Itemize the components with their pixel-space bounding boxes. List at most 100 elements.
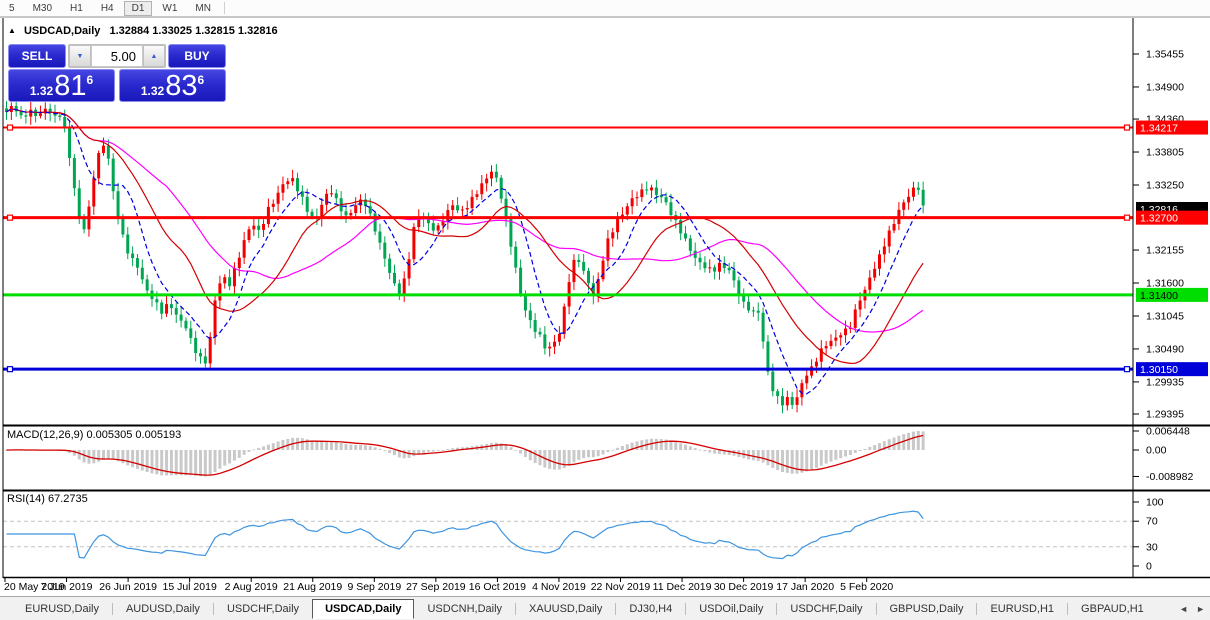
line-handle[interactable] bbox=[6, 366, 14, 373]
line-handle[interactable] bbox=[6, 214, 14, 221]
line-price-tag bbox=[1136, 287, 1208, 302]
candle bbox=[189, 320, 193, 344]
macd-bar bbox=[499, 443, 503, 450]
chart-tab-usdcad-daily[interactable]: USDCAD,Daily bbox=[312, 599, 415, 619]
macd-bar bbox=[703, 450, 707, 452]
chart-tab-audusd-daily[interactable]: AUDUSD,Daily bbox=[125, 603, 200, 615]
candle bbox=[756, 302, 760, 321]
sell-button[interactable]: SELL bbox=[8, 44, 66, 68]
candle bbox=[29, 101, 33, 125]
macd-bar bbox=[572, 450, 576, 463]
macd-bar bbox=[426, 450, 430, 452]
line-handle[interactable] bbox=[1123, 124, 1131, 131]
timeframe-button-d1[interactable]: D1 bbox=[123, 0, 153, 16]
macd-tick-label: -0.008982 bbox=[1146, 471, 1193, 483]
macd-bar bbox=[819, 450, 823, 466]
chart-tab-eurusd-daily[interactable]: EURUSD,Daily bbox=[25, 603, 99, 615]
macd-bar bbox=[519, 450, 523, 454]
candle bbox=[611, 227, 615, 247]
date-label: 16 Oct 2019 bbox=[469, 581, 526, 593]
candle bbox=[388, 253, 392, 280]
date-label: 26 Jun 2019 bbox=[99, 581, 157, 593]
macd-bar bbox=[829, 450, 833, 462]
candle bbox=[868, 270, 872, 296]
timeframe-button-5[interactable]: 5 bbox=[9, 2, 15, 14]
volume-decrease-button[interactable]: ▼ bbox=[69, 45, 91, 67]
timeframe-button-w1[interactable]: W1 bbox=[162, 2, 178, 14]
collapse-chart-icon[interactable]: ▲ bbox=[8, 26, 16, 35]
line-handle[interactable] bbox=[6, 124, 14, 131]
tabs-scroll-left-icon[interactable]: ◄ bbox=[1179, 604, 1189, 614]
macd-bar bbox=[538, 450, 542, 466]
candle bbox=[640, 183, 644, 202]
macd-bar bbox=[776, 450, 780, 471]
rsi-tick-label: 0 bbox=[1146, 561, 1152, 573]
volume-input[interactable]: 5.00 bbox=[91, 45, 143, 67]
date-label: 30 Dec 2019 bbox=[714, 581, 774, 593]
timeframe-button-h1[interactable]: H1 bbox=[70, 2, 83, 14]
ma-fast-line bbox=[6, 108, 924, 395]
chart-tab-gbpusd-daily[interactable]: GBPUSD,Daily bbox=[889, 603, 964, 615]
tab-separator bbox=[1067, 603, 1069, 615]
chart-tab-eurusd-h1[interactable]: EURUSD,H1 bbox=[990, 603, 1055, 615]
macd-bar bbox=[669, 440, 673, 450]
tab-separator bbox=[685, 603, 687, 615]
candle bbox=[126, 227, 130, 260]
macd-bar bbox=[805, 450, 809, 472]
timeframe-button-mn[interactable]: MN bbox=[195, 2, 211, 14]
macd-bar bbox=[72, 450, 76, 456]
macd-bar bbox=[548, 450, 552, 469]
chart-tab-usdchf-daily[interactable]: USDCHF,Daily bbox=[790, 603, 863, 615]
macd-bar bbox=[325, 441, 329, 450]
line-handle[interactable] bbox=[1123, 366, 1131, 373]
candle bbox=[548, 342, 552, 357]
candle bbox=[436, 222, 440, 235]
date-label: 17 Jan 2020 bbox=[776, 581, 834, 593]
date-label: 2 Aug 2019 bbox=[225, 581, 278, 593]
candle bbox=[179, 306, 183, 328]
price-tick-label: 1.35455 bbox=[1146, 49, 1184, 61]
macd-bar bbox=[203, 450, 207, 477]
macd-bar bbox=[902, 434, 906, 450]
chart-tab-usdoil-daily[interactable]: USDOil,Daily bbox=[699, 603, 764, 615]
chart-tab-dj30-h4[interactable]: DJ30,H4 bbox=[629, 603, 673, 615]
ask-quote[interactable]: 1.32 83 6 bbox=[119, 69, 226, 102]
timeframe-button-h4[interactable]: H4 bbox=[100, 2, 114, 14]
candle bbox=[591, 275, 595, 305]
price-tick-label: 1.33250 bbox=[1146, 179, 1184, 191]
volume-increase-button[interactable]: ▲ bbox=[143, 45, 165, 67]
candle bbox=[853, 304, 857, 333]
candle bbox=[213, 293, 217, 345]
ohlc-values: 1.32884 1.33025 1.32815 1.32816 bbox=[109, 25, 278, 37]
chart-tab-xauusd-daily[interactable]: XAUUSD,Daily bbox=[529, 603, 603, 615]
candle bbox=[334, 189, 338, 205]
macd-bar bbox=[354, 444, 358, 450]
macd-bar bbox=[218, 450, 222, 469]
line-handle[interactable] bbox=[1123, 214, 1131, 221]
macd-signal-line bbox=[6, 434, 924, 476]
candle bbox=[475, 190, 479, 201]
candle bbox=[708, 259, 712, 273]
timeframe-button-m30[interactable]: M30 bbox=[32, 2, 53, 14]
time-axis-scale[interactable] bbox=[3, 578, 1133, 595]
macd-bar bbox=[271, 443, 275, 450]
candle bbox=[747, 294, 751, 313]
buy-button[interactable]: BUY bbox=[168, 44, 226, 68]
line-price-tag-label: 1.32700 bbox=[1140, 213, 1178, 225]
date-label: 22 Nov 2019 bbox=[591, 581, 651, 593]
candle bbox=[223, 274, 227, 289]
tabs-scroll-right-icon[interactable]: ► bbox=[1196, 604, 1205, 614]
candle bbox=[451, 200, 455, 217]
date-label: 7 Jun 2019 bbox=[41, 581, 93, 593]
chart-tab-usdcnh-daily[interactable]: USDCNH,Daily bbox=[427, 603, 503, 615]
macd-bar bbox=[684, 444, 687, 450]
macd-bar bbox=[824, 450, 828, 464]
macd-bar bbox=[262, 446, 266, 450]
macd-bar bbox=[102, 450, 105, 460]
candle bbox=[257, 218, 261, 239]
macd-bar bbox=[504, 444, 508, 450]
chart-tab-usdchf-daily[interactable]: USDCHF,Daily bbox=[226, 603, 300, 615]
bid-quote[interactable]: 1.32 81 6 bbox=[8, 69, 115, 102]
chart-tab-gbpaud-h1[interactable]: GBPAUD,H1 bbox=[1081, 603, 1144, 615]
macd-bar bbox=[155, 450, 159, 475]
